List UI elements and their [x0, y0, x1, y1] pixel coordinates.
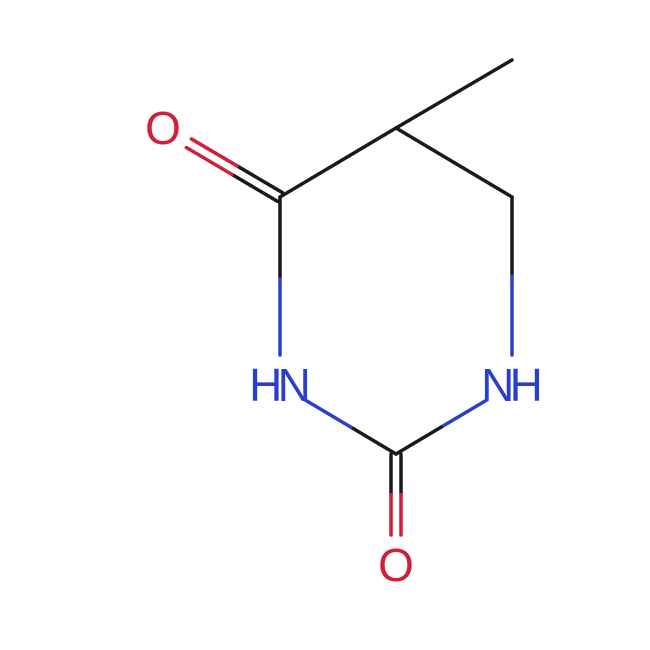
bond-segment — [280, 163, 338, 198]
bond-segment — [351, 427, 396, 454]
bond-segment — [454, 60, 512, 94]
bond-segment — [338, 128, 396, 163]
bond-segment — [306, 400, 351, 427]
bond-segment — [441, 400, 486, 427]
bond-segment — [191, 139, 237, 166]
atom-label-h: H — [510, 359, 543, 411]
bond-segment — [454, 163, 512, 198]
atom-label-o: O — [378, 539, 414, 591]
bond-segment — [396, 427, 441, 454]
bond-segment — [396, 94, 454, 128]
bond-segment — [396, 128, 454, 163]
bond-segment — [237, 166, 283, 193]
bond-segment — [232, 174, 278, 201]
molecule-diagram: NHNHOO — [0, 0, 650, 650]
atom-label-n: N — [278, 359, 311, 411]
atom-label-o: O — [145, 102, 181, 154]
atom-label-h: H — [249, 359, 282, 411]
bond-segment — [186, 148, 232, 175]
